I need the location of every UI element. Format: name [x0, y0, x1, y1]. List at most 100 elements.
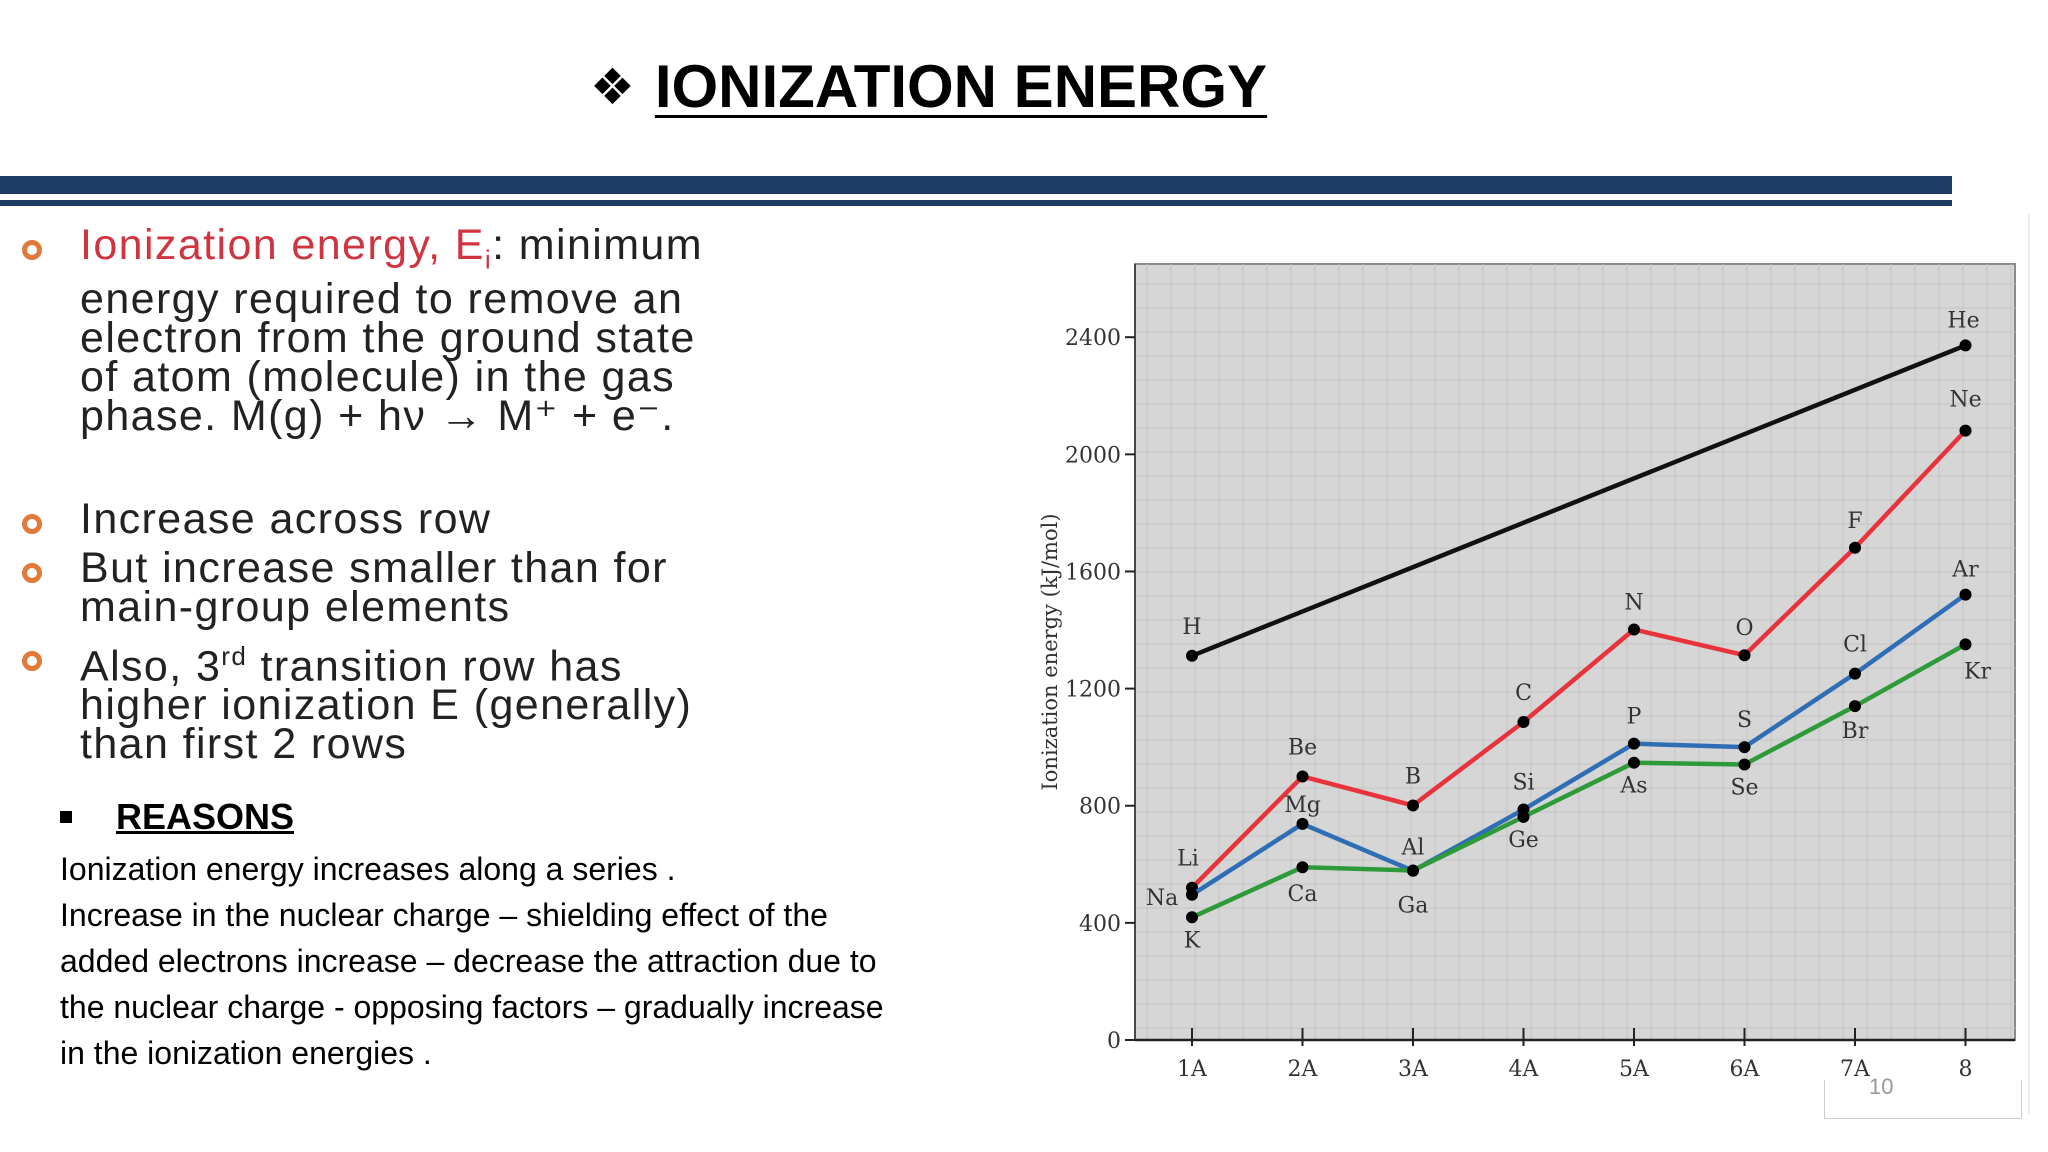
data-point	[1738, 758, 1751, 771]
reasons-line: in the ionization energies .	[60, 1035, 432, 1071]
term-subscript: i	[484, 244, 493, 275]
y-tick-label: 2400	[1065, 326, 1121, 351]
y-tick-label: 0	[1107, 1029, 1121, 1054]
series-line	[1191, 343, 1967, 658]
element-label: S	[1737, 708, 1752, 733]
series-line	[1190, 592, 1967, 897]
bullet-list: Ionization energy, Ei: minimum energy re…	[22, 224, 982, 768]
data-point	[1296, 817, 1309, 830]
element-label: Al	[1401, 836, 1425, 861]
data-point	[1628, 623, 1640, 636]
bullet-ionization-definition: Ionization energy, Ei: minimum energy re…	[22, 224, 982, 440]
data-point	[1628, 737, 1640, 750]
element-label: H	[1182, 615, 1201, 640]
y-tick-label: 800	[1079, 795, 1121, 820]
x-tick-label: 6A	[1730, 1057, 1761, 1082]
ring-bullet-icon	[22, 513, 42, 534]
definition-line: phase. M(g) + hν → M⁺ + e⁻.	[80, 391, 675, 440]
data-point	[1186, 649, 1198, 662]
reasons-heading: REASONS	[116, 796, 295, 837]
definition-line: of atom (molecule) in the gas	[80, 352, 676, 401]
element-label: Mg	[1284, 793, 1321, 818]
element-label: O	[1735, 616, 1753, 641]
series: H He Li Be B C N O F Ne Na Mg Al Si P S Cl Ar K Ca Ga Ge As Se B…	[1146, 308, 1992, 953]
data-point	[1186, 911, 1198, 924]
x-tick-label: 5A	[1619, 1057, 1650, 1082]
element-label: Cl	[1843, 633, 1867, 658]
term-ionization-energy: Ionization energy, E	[80, 221, 485, 269]
ionization-energy-chart: 0 400 800 1200 1600 2000 2400 1A 2A 3A 4A 5A 6A 7A 8 H…	[1038, 263, 2016, 1082]
bullet-text: than first 2 rows	[80, 719, 408, 768]
element-label: Br	[1842, 719, 1869, 744]
slide-edge	[2028, 214, 2030, 1114]
bullet-text: transition row has	[247, 641, 623, 690]
definition-line: : minimum	[492, 221, 703, 269]
element-label: C	[1515, 681, 1532, 706]
series-line	[1190, 429, 1968, 890]
bullet-text: Increase across row	[80, 494, 492, 543]
element-label: Ca	[1288, 882, 1318, 907]
data-point	[1738, 741, 1751, 754]
element-label: He	[1947, 308, 1979, 333]
reasons-section: REASONS Ionization energy increases alon…	[60, 796, 1020, 1076]
x-tick-label: 3A	[1398, 1057, 1429, 1082]
y-tick-label: 1600	[1065, 560, 1121, 585]
bullet-increase-smaller: But increase smaller than for main-group…	[22, 543, 982, 631]
data-point	[1959, 424, 1972, 437]
element-label: As	[1619, 774, 1647, 799]
y-tick-label: 2000	[1065, 443, 1121, 468]
ordinal-superscript: rd	[221, 640, 248, 671]
bullet-text: main-group elements	[80, 582, 511, 631]
data-point	[1517, 810, 1530, 823]
data-point	[1407, 864, 1419, 877]
element-label: N	[1624, 590, 1643, 615]
slide-title: IONIZATION ENERGY	[654, 53, 1268, 120]
bullet-increase-across-row: Increase across row	[22, 494, 982, 543]
element-label: Ga	[1398, 893, 1429, 918]
data-point	[1959, 339, 1972, 352]
bullet-text: higher ionization E (generally)	[80, 680, 693, 729]
element-label: Se	[1730, 775, 1758, 800]
plot-area	[1134, 263, 2016, 1041]
data-point	[1849, 667, 1861, 680]
data-point	[1959, 638, 1972, 651]
element-label: B	[1405, 764, 1421, 789]
x-tick-label: 4A	[1509, 1057, 1540, 1082]
y-tick-label: 1200	[1065, 678, 1121, 703]
element-label: Be	[1288, 735, 1317, 760]
series-line	[1191, 642, 1967, 920]
header-accent-bar	[0, 176, 1952, 194]
definition-line: electron from the ground state	[80, 313, 696, 362]
reasons-line: Increase in the nuclear charge – shieldi…	[60, 897, 828, 933]
diamond-bullet-icon: ❖	[590, 57, 635, 116]
data-point	[1959, 588, 1972, 601]
reasons-line: the nuclear charge - opposing factors – …	[60, 989, 884, 1025]
data-point	[1407, 799, 1419, 812]
data-point	[1186, 888, 1198, 901]
x-tick-label: 8	[1959, 1057, 1973, 1082]
bullet-text: But increase smaller than for	[80, 543, 668, 592]
x-tick-label: 7A	[1840, 1057, 1871, 1082]
element-label: Ar	[1951, 558, 1979, 583]
element-label: Kr	[1964, 659, 1991, 684]
y-axis-label: Ionization energy (kJ/mol)	[1038, 513, 1062, 790]
ring-bullet-icon	[22, 240, 42, 260]
element-label: Na	[1146, 886, 1178, 911]
element-label: Li	[1177, 847, 1199, 872]
bullet-text: Also, 3	[80, 641, 222, 690]
element-label: P	[1627, 705, 1642, 730]
ring-bullet-icon	[22, 650, 42, 671]
x-tick-label: 1A	[1177, 1057, 1208, 1082]
data-point	[1738, 649, 1751, 662]
data-point	[1517, 715, 1530, 728]
page-number: 10	[1869, 1074, 1894, 1099]
reasons-line: Ionization energy increases along a seri…	[60, 851, 676, 887]
data-point	[1296, 861, 1309, 874]
ring-bullet-icon	[22, 562, 42, 583]
data-point	[1628, 756, 1640, 769]
bullet-third-transition-row: Also, 3rd transition row has higher ioni…	[22, 637, 982, 768]
x-tick-label: 2A	[1288, 1057, 1319, 1082]
page-number-box: 10	[1824, 1074, 2022, 1119]
data-point	[1849, 700, 1861, 713]
element-label: F	[1847, 509, 1862, 534]
